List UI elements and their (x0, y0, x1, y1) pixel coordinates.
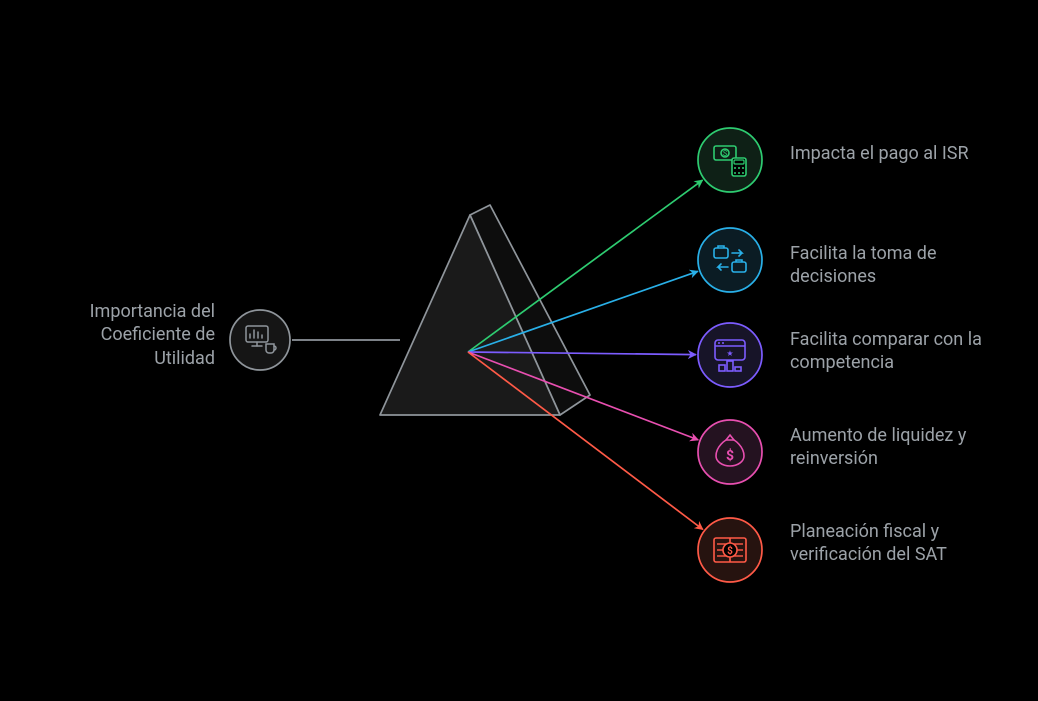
out-label-decisiones: Facilita la toma de decisiones (790, 242, 990, 289)
out-label-competencia: Facilita comparar con la competencia (790, 328, 990, 375)
out-label-liquidez: Aumento de liquidez y reinversión (790, 424, 990, 471)
svg-text:$: $ (726, 447, 734, 464)
out-label-sat: Planeación fiscal y verificación del SAT (790, 520, 990, 567)
svg-text:★: ★ (726, 349, 733, 358)
out-label-isr: Impacta el pago al ISR (790, 142, 990, 165)
diagram-canvas: $ ★ $ $ Importancia del Coeficiente de Util… (0, 0, 1038, 701)
source-label: Importancia del Coeficiente de Utilidad (60, 300, 215, 370)
svg-text:$: $ (727, 544, 733, 557)
svg-text:$: $ (723, 149, 728, 158)
